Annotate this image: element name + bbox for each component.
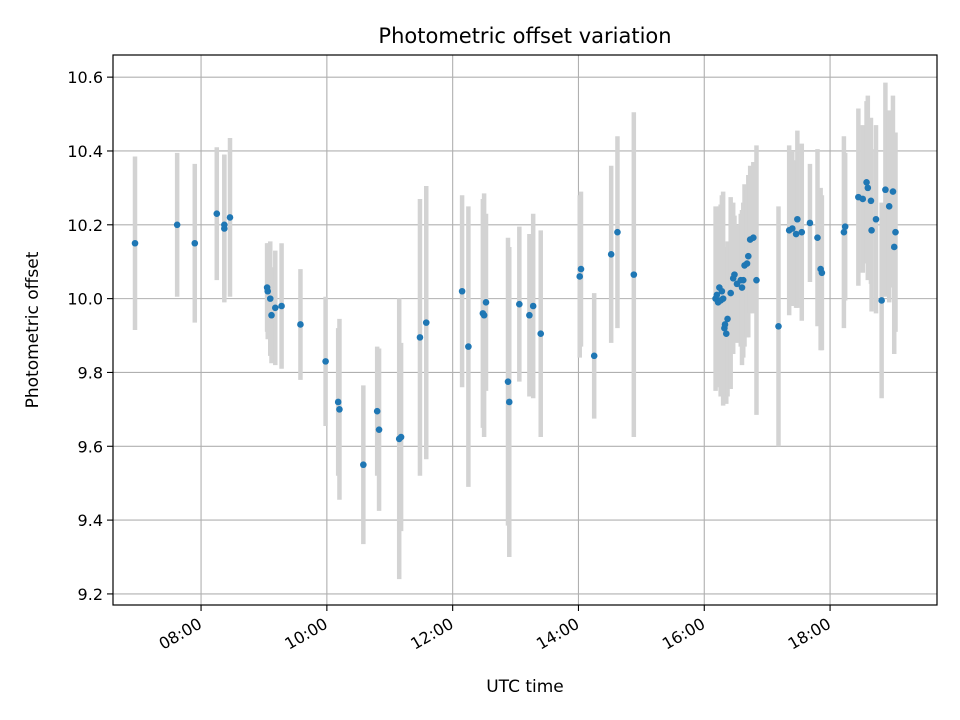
data-point (614, 228, 621, 236)
data-point (264, 287, 272, 295)
data-points (131, 179, 899, 469)
data-point (465, 343, 472, 350)
data-point (739, 276, 747, 284)
data-point (266, 295, 274, 302)
data-point (458, 287, 466, 295)
data-point (713, 291, 721, 299)
data-point (416, 334, 424, 341)
data-point (297, 321, 304, 328)
plot-frame (112, 54, 938, 606)
data-point (727, 289, 734, 297)
data-point (872, 215, 880, 223)
data-point (537, 330, 545, 337)
data-point (744, 252, 752, 260)
data-point (397, 433, 405, 441)
data-point (722, 330, 730, 337)
y-tick-label: 10.6 (67, 68, 103, 87)
data-point (375, 426, 383, 433)
y-tick-label: 9.6 (78, 437, 103, 456)
data-point (840, 228, 848, 236)
data-point (221, 225, 228, 232)
data-point (867, 197, 875, 205)
data-point (630, 271, 638, 278)
y-tick-label: 10.4 (67, 142, 103, 161)
data-point (590, 352, 598, 360)
data-point (577, 265, 585, 273)
data-point (719, 295, 727, 302)
data-point (271, 304, 279, 312)
data-point (516, 300, 523, 308)
data-point (336, 406, 343, 413)
data-point (373, 407, 381, 415)
x-axis-label: UTC time (486, 677, 564, 697)
data-point (859, 195, 867, 203)
chart-title: Photometric offset variation (378, 24, 671, 48)
data-point (789, 225, 796, 232)
data-point (882, 186, 889, 194)
data-point (878, 297, 885, 304)
y-axis-ticks: 9.2 9.4 9.6 9.8 10.0 10.2 10.4 10.6 (67, 68, 113, 604)
data-point (131, 239, 139, 247)
y-tick-label: 9.4 (78, 511, 103, 530)
data-point (322, 358, 329, 365)
data-point (806, 219, 814, 227)
data-point (868, 227, 875, 234)
data-point (213, 210, 221, 218)
data-point (731, 271, 738, 278)
data-point (892, 228, 899, 236)
data-point (864, 184, 872, 192)
data-point (334, 398, 342, 406)
data-point (607, 251, 615, 258)
data-point (718, 287, 726, 295)
y-tick-label: 10.2 (67, 216, 103, 235)
data-point (721, 321, 729, 328)
data-point (738, 284, 746, 291)
data-point (268, 311, 275, 319)
data-point (753, 276, 760, 284)
data-point (775, 323, 782, 330)
y-axis-label: Photometric offset (23, 251, 43, 408)
data-point (504, 378, 512, 385)
data-point (798, 228, 806, 236)
data-point (750, 234, 757, 242)
data-point (841, 223, 849, 230)
data-point (743, 260, 751, 267)
data-point (529, 302, 537, 310)
data-point (576, 273, 584, 280)
data-point (890, 243, 898, 251)
y-tick-label: 10.0 (67, 290, 103, 309)
data-point (818, 269, 826, 277)
data-point (422, 319, 430, 326)
y-tick-label: 9.2 (78, 585, 103, 604)
data-point (889, 188, 897, 195)
data-point (724, 315, 731, 323)
data-point (173, 221, 181, 229)
data-point (885, 203, 893, 210)
data-point (505, 398, 513, 406)
data-point (814, 234, 821, 242)
data-point (792, 230, 800, 238)
data-point (480, 311, 488, 319)
data-point (794, 215, 801, 223)
data-point (863, 179, 870, 186)
data-point (278, 302, 285, 310)
data-point (226, 214, 234, 221)
y-tick-label: 9.8 (78, 363, 103, 382)
data-point (482, 299, 490, 306)
data-point (191, 239, 199, 247)
data-point (526, 311, 533, 319)
data-point (360, 461, 367, 469)
